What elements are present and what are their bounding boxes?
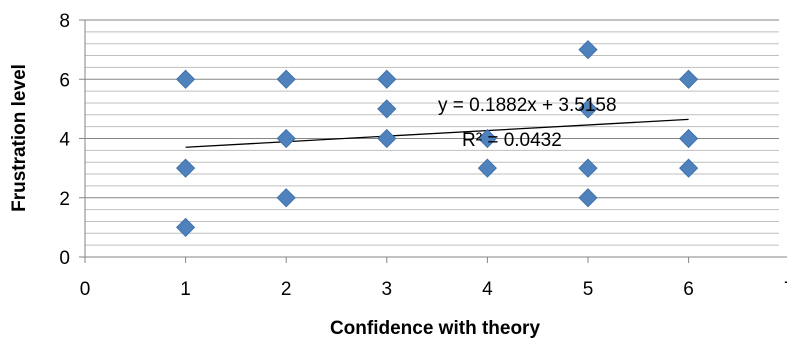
data-points [176, 40, 699, 237]
axes [79, 19, 787, 263]
data-point [377, 99, 397, 119]
x-tick-label: 6 [683, 279, 694, 300]
data-point [679, 158, 699, 178]
tick-labels: 0 1 2 3 4 5 6 7 0 2 4 6 8 [59, 11, 787, 300]
data-point [276, 69, 296, 89]
x-tick-label: 5 [583, 279, 594, 300]
x-tick-label: 4 [482, 279, 493, 300]
x-tick-label: 0 [80, 279, 91, 300]
x-tick-label: 7 [784, 279, 787, 300]
data-point [176, 69, 196, 89]
y-tick-label: 6 [59, 70, 70, 91]
x-tick-label: 2 [281, 279, 292, 300]
data-point [377, 69, 397, 89]
trendline-labels: y = 0.1882x + 3.5158 R² = 0.0432 [438, 95, 617, 151]
trendline [185, 118, 689, 148]
data-point [578, 158, 598, 178]
data-point [477, 158, 497, 178]
x-tick-label: 3 [382, 279, 393, 300]
data-point [377, 128, 397, 149]
trendline-equation: y = 0.1882x + 3.5158 [438, 95, 617, 116]
trendline-group [185, 118, 689, 148]
y-tick-label: 2 [59, 189, 70, 210]
trendline-r-squared: R² = 0.0432 [462, 130, 562, 151]
x-axis-title: Confidence with theory [330, 318, 541, 339]
data-point [276, 188, 296, 208]
data-point [578, 99, 598, 119]
data-point [578, 188, 598, 208]
data-point [679, 69, 699, 89]
data-point [679, 128, 699, 149]
data-point [276, 128, 296, 149]
data-point [176, 217, 196, 237]
data-point [578, 40, 598, 60]
gridlines [85, 19, 779, 246]
x-tick-label: 1 [180, 279, 191, 300]
y-axis-title: Frustration level [9, 64, 30, 212]
data-point [477, 128, 497, 149]
y-tick-label: 0 [59, 248, 70, 269]
data-point [176, 158, 196, 178]
y-tick-label: 8 [59, 11, 70, 32]
y-tick-label: 4 [59, 130, 70, 151]
